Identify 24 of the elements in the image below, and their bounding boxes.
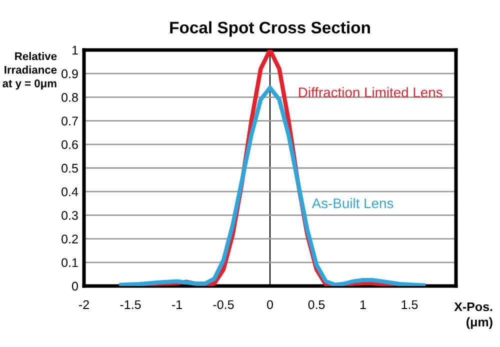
x-tick-label: 0.5 — [308, 300, 325, 310]
x-tick-label: -1 — [172, 300, 182, 309]
y-tick-label: 0.9 — [62, 69, 78, 78]
chart-title: Focal Spot Cross Section — [170, 21, 370, 37]
y-tick-label: 0.7 — [62, 116, 78, 126]
x-tick-label: 1 — [360, 300, 366, 309]
x-tick-label: 0 — [267, 300, 273, 310]
y-tick-label: 0.5 — [62, 164, 78, 173]
y-tick-label: 0.6 — [62, 140, 78, 150]
x-tick-label: -1.5 — [120, 300, 141, 310]
y-tick-label: 0.3 — [62, 211, 78, 220]
y-tick-label: 0.2 — [62, 234, 78, 244]
series-label: As-Built Lens — [312, 198, 394, 208]
x-tick-label: -2 — [79, 300, 89, 309]
y-tick-label: 0 — [72, 282, 78, 291]
y-tick-label: 0.1 — [62, 258, 78, 268]
y-tick-label: 0.8 — [62, 93, 78, 102]
y-tick-label: 0.4 — [62, 187, 78, 196]
x-axis-title: X-Pos. (μm) — [454, 302, 492, 329]
series-label: Diffraction Limited Lens — [299, 87, 442, 98]
x-tick-label: 1.5 — [402, 300, 418, 310]
y-tick-label: 1 — [72, 46, 78, 55]
x-tick-label: -0.5 — [213, 300, 234, 310]
y-axis-title: Relative Irradiance at y = 0μm — [2, 52, 57, 90]
